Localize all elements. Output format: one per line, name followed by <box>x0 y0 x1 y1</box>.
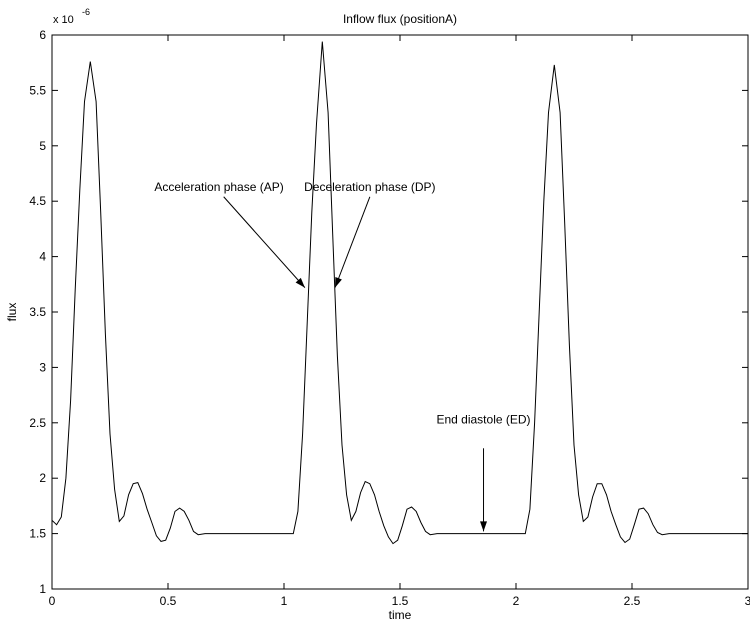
y-axis-label: flux <box>5 303 19 322</box>
x-tick-label: 1.5 <box>392 594 409 608</box>
x-tick-label: 1 <box>281 594 288 608</box>
y-tick-label: 6 <box>39 28 46 42</box>
annotation-label: Acceleration phase (AP) <box>154 180 283 194</box>
chart-title: Inflow flux (positionA) <box>343 12 457 26</box>
series-layer <box>51 41 748 545</box>
y-tick-label: 5.5 <box>29 83 46 97</box>
axes: 0 0.5 1 1.5 2 2.5 3 1 1.5 2 2.5 3 3.5 4 4.5 5 5.5 6 <box>29 28 750 608</box>
y-axis-exponent: x 10 -6 <box>53 7 90 26</box>
y-tick-label: 4.5 <box>29 194 46 208</box>
y-tick-label: 1 <box>39 582 46 596</box>
annotation-arrow-head <box>335 277 342 288</box>
annotations: Acceleration phase (AP) Deceleration phas… <box>154 180 531 532</box>
x-tick-label: 3 <box>745 594 750 608</box>
y-tick-label: 2.5 <box>29 416 46 430</box>
y-tick-label: 3 <box>39 360 46 374</box>
x-tick-label: 2 <box>513 594 520 608</box>
annotation-arrow-head <box>295 277 305 288</box>
annotation-label: End diastole (ED) <box>436 412 530 426</box>
y-tick-label: 5 <box>39 139 46 153</box>
annotation-arrow-head <box>480 521 488 532</box>
y-tick-label: 3.5 <box>29 305 46 319</box>
y-tick-label: 1.5 <box>29 527 46 541</box>
x-tick-label: 2.5 <box>624 594 641 608</box>
annotation-arrow-line <box>334 196 371 288</box>
y-exponent-base: x 10 <box>53 14 74 26</box>
x-tick-label: 0 <box>49 594 56 608</box>
y-exponent-power: -6 <box>82 7 90 17</box>
y-tick-label: 4 <box>39 250 46 264</box>
y-tick-label: 2 <box>39 471 46 485</box>
plot-frame <box>51 34 749 590</box>
series-line <box>51 41 748 545</box>
x-tick-label: 0.5 <box>160 594 177 608</box>
x-axis-label: time <box>389 608 412 622</box>
annotation-arrow-line <box>223 196 306 288</box>
annotation-label: Deceleration phase (DP) <box>304 180 435 194</box>
